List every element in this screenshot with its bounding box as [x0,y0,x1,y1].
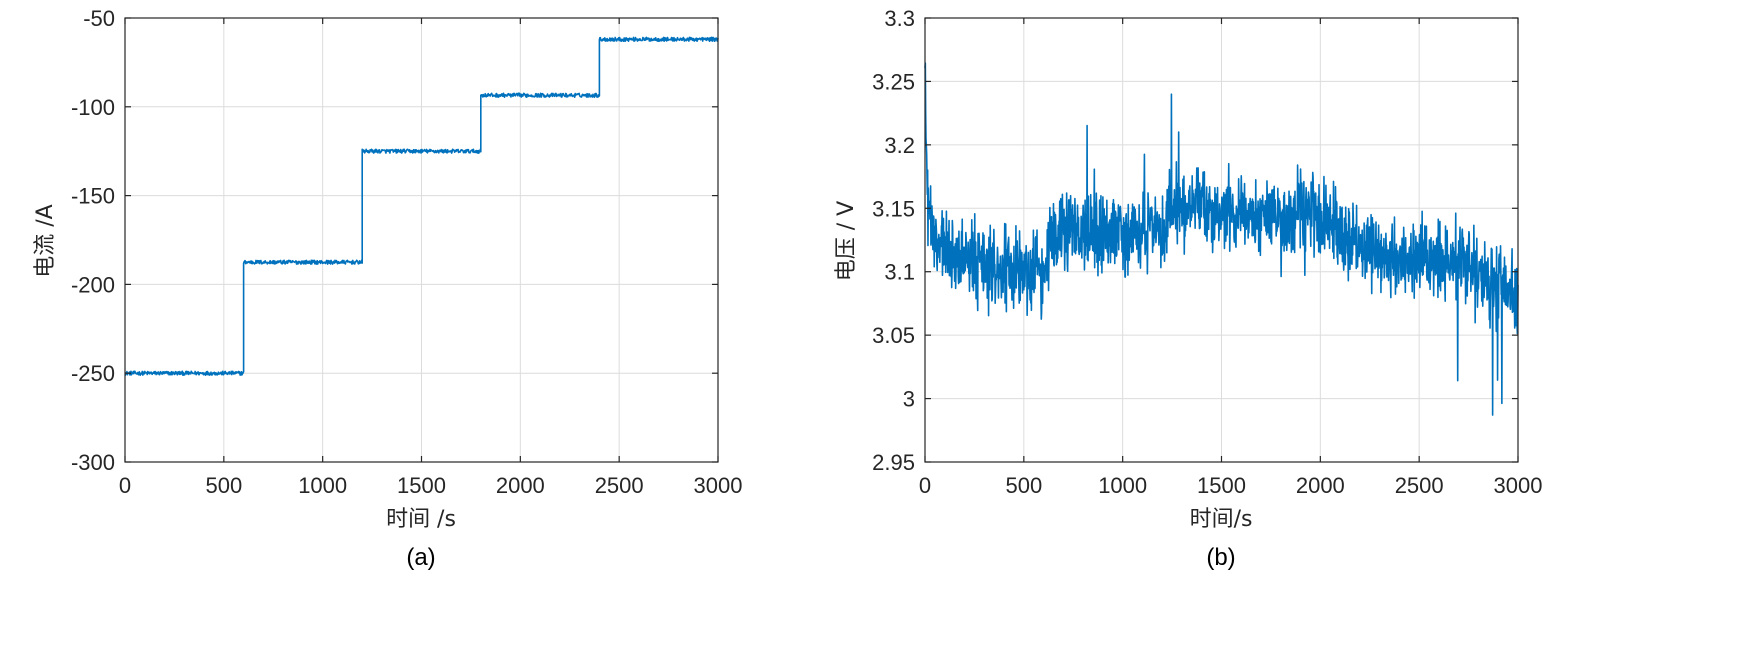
chart-b-ytick-label: 3.15 [872,196,915,221]
chart-a-xtick-label: 1500 [397,473,446,498]
chart-b-caption: (b) [1206,544,1235,571]
chart-b-ytick-label: 3.1 [884,260,915,285]
chart-a-xlabel: 时间 /s [386,507,456,532]
chart-a-caption: (a) [406,544,435,571]
chart-b-ytick-label: 3.2 [884,133,915,158]
chart-a-ylabel: 电流 /A [33,204,58,277]
chart-a-ytick-label: -50 [83,6,115,31]
chart-b-ytick-label: 3.3 [884,6,915,31]
chart-a-current: 电流 /A 时间 /s (a) 0 500 1000 1500 2000 2500 3000… [33,6,742,571]
chart-b-xtick-label: 1000 [1098,473,1147,498]
chart-a-ytick-label: -150 [71,184,115,209]
chart-b-xtick-label: 500 [1005,473,1042,498]
chart-b-ylabel: 电压 / V [834,201,859,281]
chart-a-ytick-label: -200 [71,272,115,297]
chart-b-xlabel: 时间/s [1190,507,1253,532]
chart-a-ytick-label: -100 [71,95,115,120]
chart-b-voltage: 电压 / V 时间/s (b) 0 500 1000 1500 2000 2500 3000… [834,6,1542,571]
chart-b-xtick-label: 3000 [1494,473,1543,498]
chart-b-xtick-label: 2500 [1395,473,1444,498]
chart-b-ytick-label: 2.95 [872,450,915,475]
chart-b-xtick-label: 0 [919,473,931,498]
chart-b-ytick-label: 3.25 [872,69,915,94]
chart-b-ytick-label: 3 [903,387,915,412]
chart-b-xtick-label: 1500 [1197,473,1246,498]
chart-b-ytick-label: 3.05 [872,323,915,348]
chart-a-series-line [124,36,719,376]
chart-a-xtick-label: 2000 [496,473,545,498]
chart-a-ytick-label: -250 [71,361,115,386]
chart-a-xtick-label: 3000 [694,473,743,498]
chart-a-ytick-label: -300 [71,450,115,475]
chart-a-xtick-label: 1000 [298,473,347,498]
chart-a-xtick-label: 0 [119,473,131,498]
chart-a-xtick-label: 500 [205,473,242,498]
chart-a-xtick-label: 2500 [595,473,644,498]
chart-b-series-line [924,62,1519,416]
chart-b-xtick-label: 2000 [1296,473,1345,498]
